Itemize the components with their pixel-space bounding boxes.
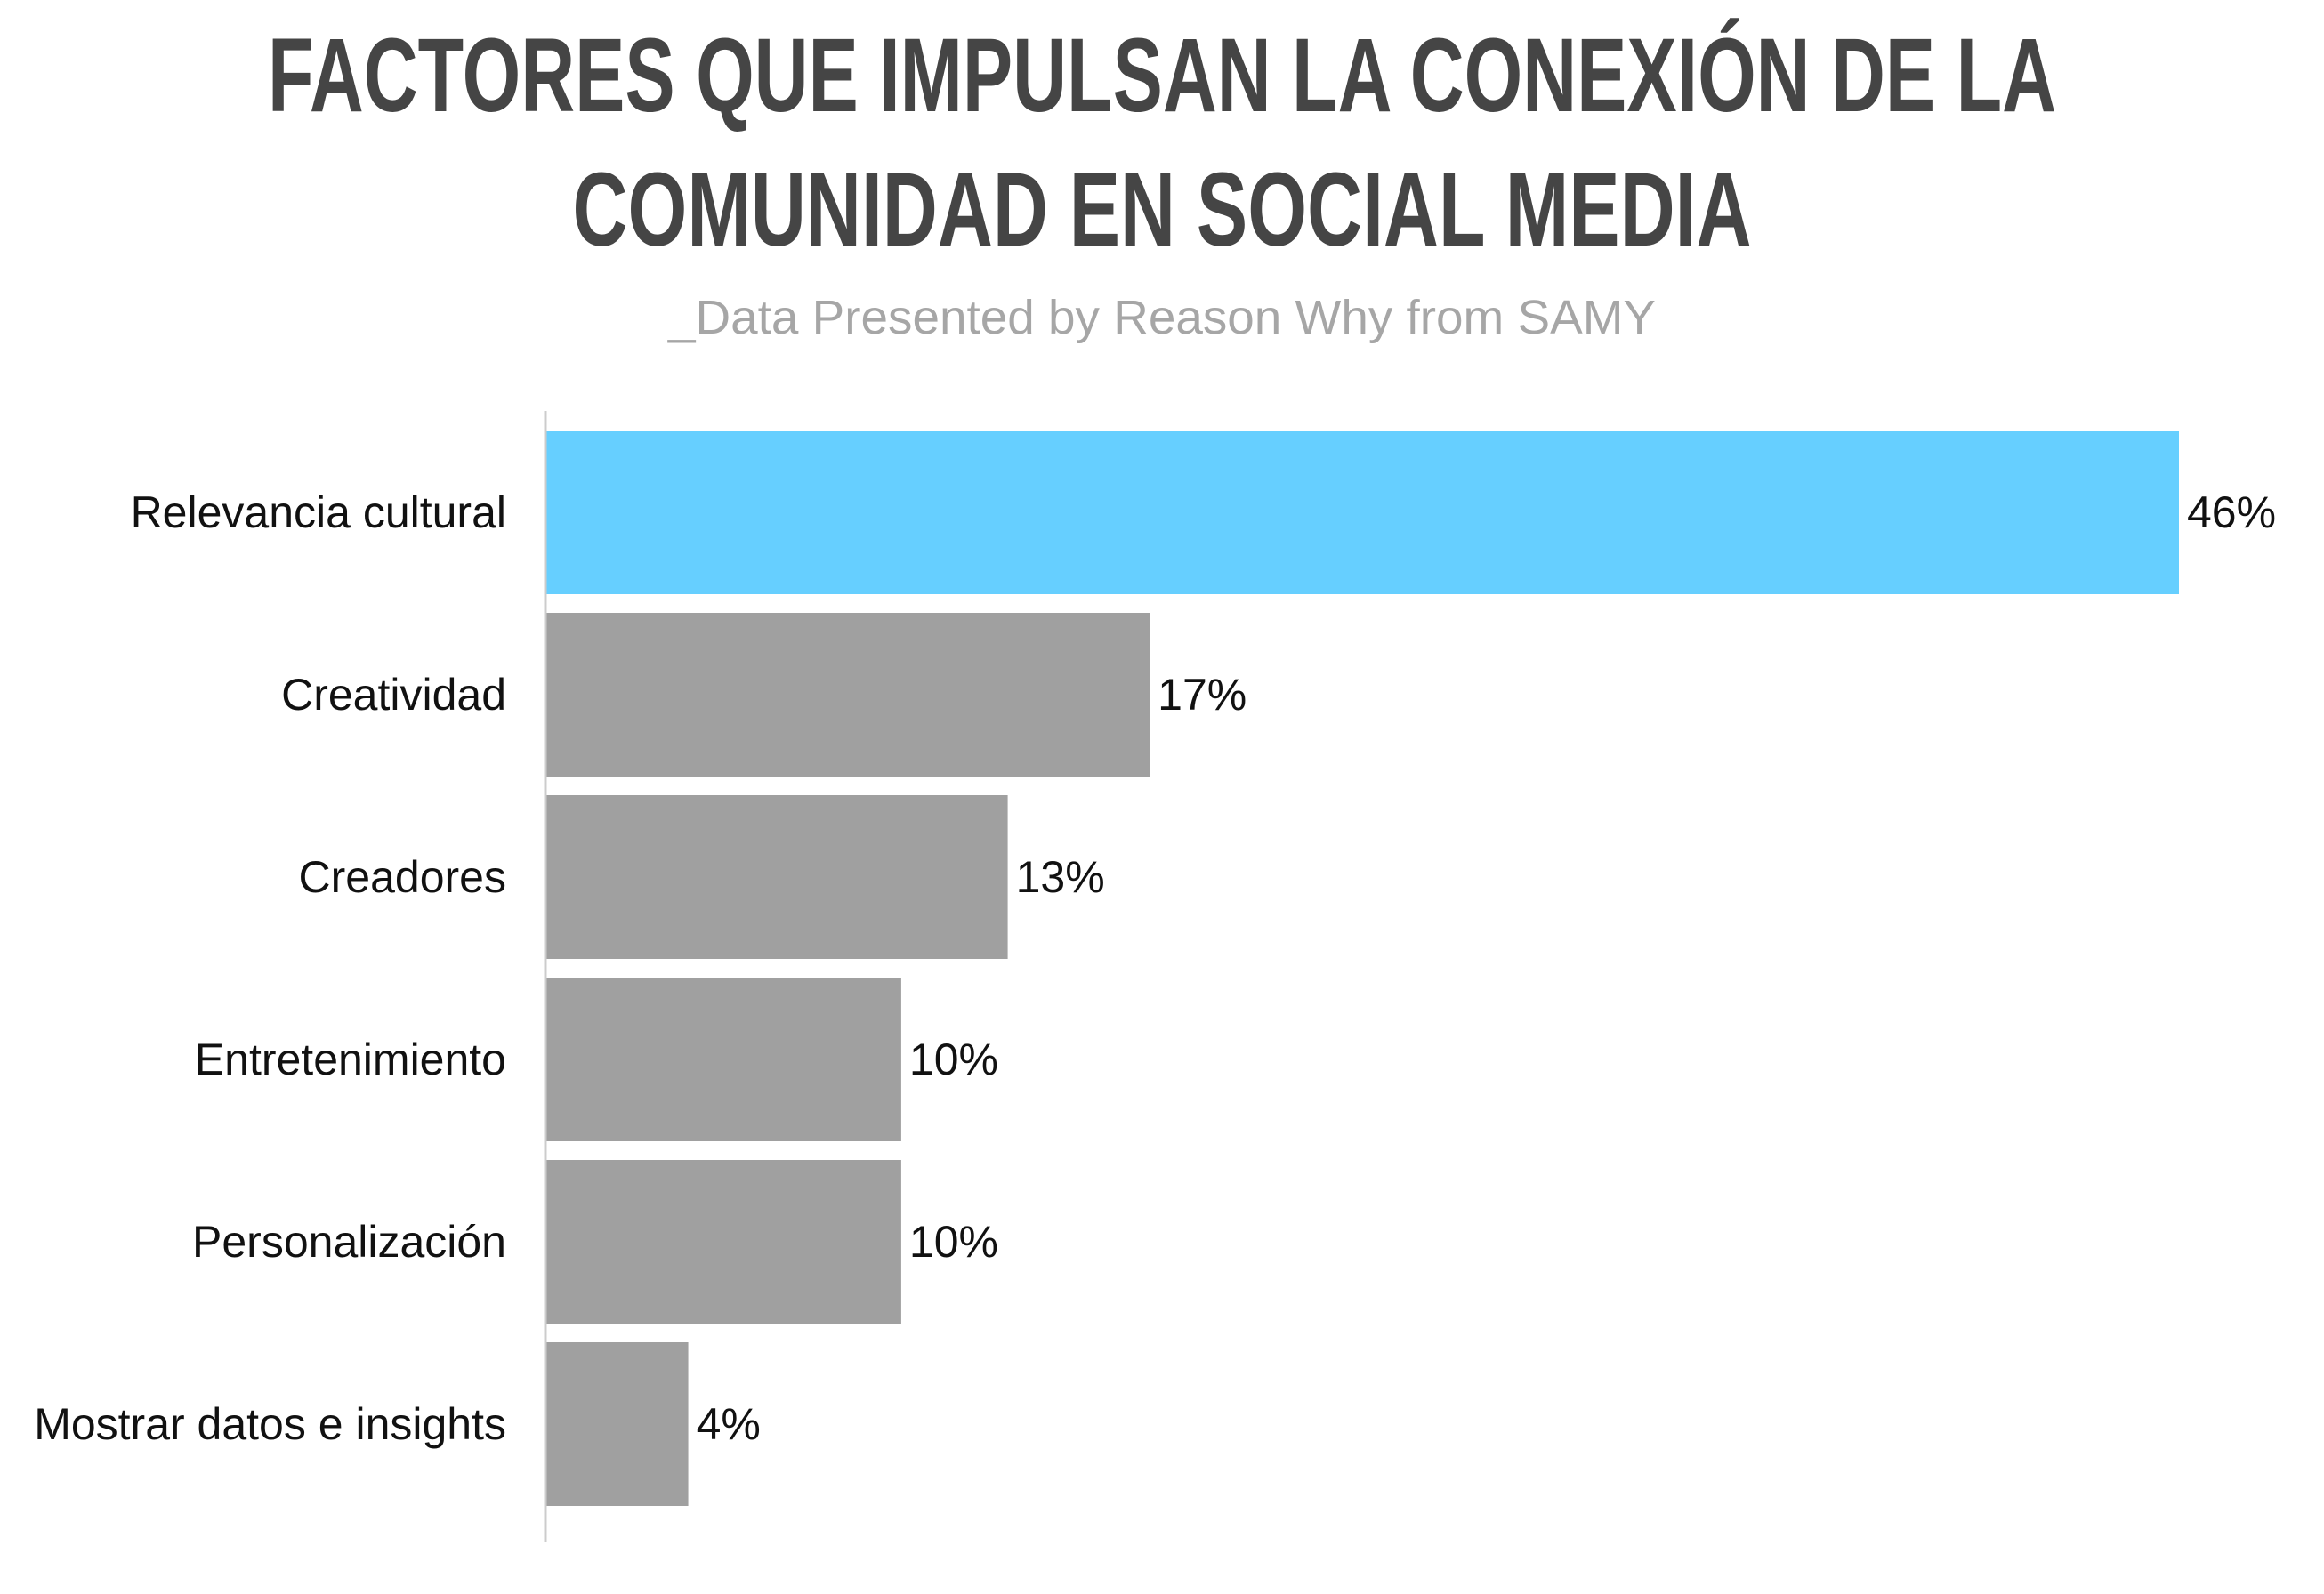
value-label: 10% — [909, 1217, 998, 1267]
category-label: Mostrar datos e insights — [34, 1399, 506, 1449]
value-label: 46% — [2187, 487, 2276, 537]
value-label: 17% — [1158, 670, 1247, 720]
chart-title-line-2: COMUNIDAD EN SOCIAL MEDIA — [573, 151, 1752, 269]
value-label: 13% — [1016, 852, 1105, 902]
bar-3 — [546, 978, 901, 1141]
category-label: Personalización — [192, 1217, 506, 1267]
category-label: Creadores — [299, 852, 506, 902]
bar-1 — [546, 613, 1150, 777]
category-label: Entretenimiento — [195, 1034, 506, 1084]
bar-4 — [546, 1160, 901, 1324]
category-label: Relevancia cultural — [131, 487, 506, 537]
category-label: Creatividad — [281, 670, 506, 720]
bar-2 — [546, 795, 1008, 959]
bar-5 — [546, 1342, 689, 1506]
chart-title-line-1: FACTORES QUE IMPULSAN LA CONEXIÓN DE LA — [268, 17, 2056, 134]
chart-subtitle: _Data Presented by Reason Why from SAMY — [667, 291, 1656, 344]
value-label: 10% — [909, 1034, 998, 1084]
value-label: 4% — [697, 1399, 761, 1449]
bar-0 — [546, 431, 2179, 594]
